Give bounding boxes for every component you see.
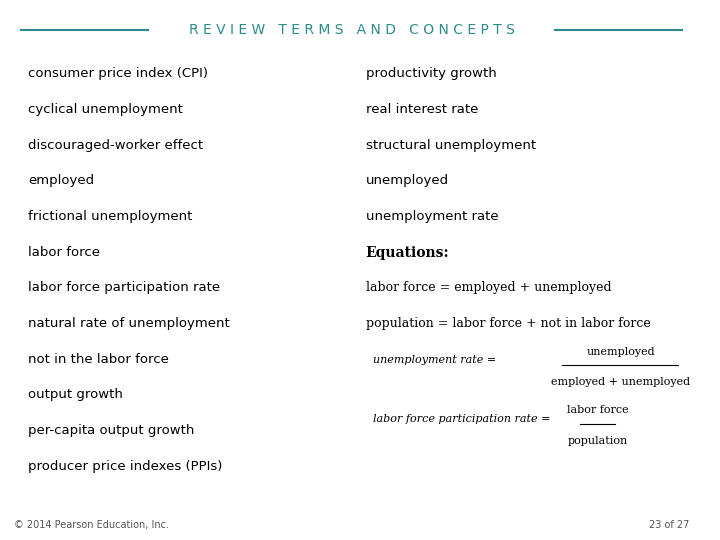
Text: unemployment rate: unemployment rate: [366, 210, 498, 223]
Text: labor force: labor force: [567, 406, 629, 415]
Text: labor force participation rate: labor force participation rate: [28, 281, 220, 294]
Text: natural rate of unemployment: natural rate of unemployment: [28, 317, 230, 330]
Text: discouraged-worker effect: discouraged-worker effect: [28, 139, 203, 152]
Text: structural unemployment: structural unemployment: [366, 139, 536, 152]
Text: unemployed: unemployed: [586, 347, 654, 356]
Text: labor force = employed + unemployed: labor force = employed + unemployed: [366, 281, 611, 294]
Text: unemployed: unemployed: [366, 174, 449, 187]
Text: productivity growth: productivity growth: [366, 68, 496, 80]
Text: R E V I E W   T E R M S   A N D   C O N C E P T S: R E V I E W T E R M S A N D C O N C E P …: [189, 23, 515, 37]
Text: output growth: output growth: [28, 388, 123, 401]
Text: labor force: labor force: [28, 246, 100, 259]
Text: Equations:: Equations:: [366, 246, 449, 260]
Text: consumer price index (CPI): consumer price index (CPI): [28, 68, 208, 80]
Text: cyclical unemployment: cyclical unemployment: [28, 103, 183, 116]
Text: frictional unemployment: frictional unemployment: [28, 210, 192, 223]
Text: © 2014 Pearson Education, Inc.: © 2014 Pearson Education, Inc.: [14, 520, 169, 530]
Text: 23 of 27: 23 of 27: [649, 520, 689, 530]
Text: population = labor force + not in labor force: population = labor force + not in labor …: [366, 317, 650, 330]
Text: unemployment rate =: unemployment rate =: [373, 355, 500, 365]
Text: labor force participation rate =: labor force participation rate =: [373, 414, 554, 423]
Text: employed: employed: [28, 174, 94, 187]
Text: population: population: [567, 436, 628, 446]
Text: real interest rate: real interest rate: [366, 103, 478, 116]
Text: employed + unemployed: employed + unemployed: [551, 377, 690, 387]
Text: producer price indexes (PPIs): producer price indexes (PPIs): [28, 460, 222, 472]
Text: not in the labor force: not in the labor force: [28, 353, 169, 366]
Text: per-capita output growth: per-capita output growth: [28, 424, 194, 437]
